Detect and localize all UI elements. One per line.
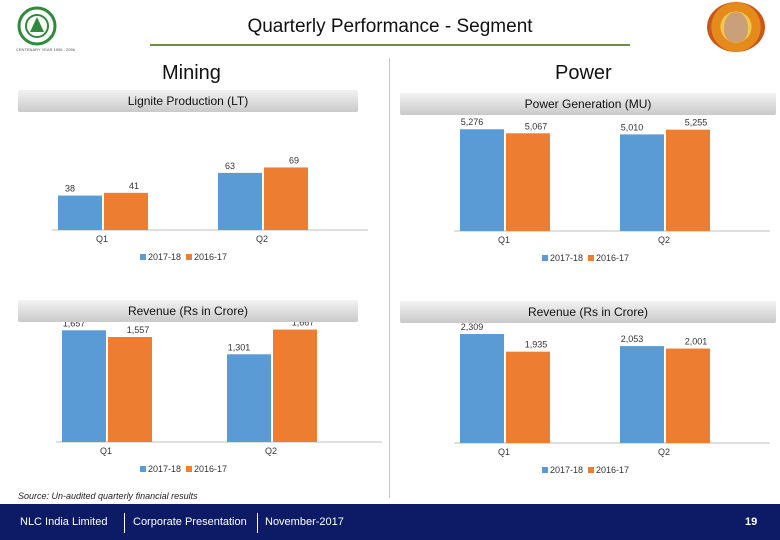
page-number: 19 [745,516,758,528]
legend-swatch [588,255,594,261]
column-divider [389,58,390,498]
x-tick-label: Q1 [96,234,108,244]
bar-2016-17-Q2 [666,129,710,231]
legend-label: 2016-17 [194,464,227,474]
footer-bar: NLC India Limited Corporate Presentation… [0,504,780,540]
data-label: 2,001 [685,337,708,347]
legend-swatch [186,254,192,260]
data-label: 1,657 [63,322,86,328]
source-note: Source: Un-audited quarterly financial r… [18,491,198,501]
legend-label: 2017-18 [148,464,181,474]
data-label: 1,667 [292,322,315,328]
company-logo [17,6,57,46]
legend-swatch [542,255,548,261]
data-label: 1,935 [525,340,548,350]
bar-2017-18-Q2 [620,134,664,231]
data-label: 38 [65,184,75,194]
chart-title-power-revenue: Revenue (Rs in Crore) [400,301,776,323]
legend-label: 2016-17 [194,252,227,262]
legend-label: 2017-18 [550,253,583,263]
bar-2017-18-Q1 [62,330,106,442]
bar-2017-18-Q2 [620,346,664,443]
data-label: 63 [225,161,235,171]
data-label: 41 [129,181,139,191]
lignite-production-chart: 38 41 Q1 63 69 Q2 2017-18 2016-17 [52,155,368,262]
footer-company: NLC India Limited [20,516,108,528]
portrait-icon [724,12,748,42]
data-label: 2,309 [461,323,484,332]
power-revenue-chart: 2,309 1,935 Q1 2,053 2,001 Q2 2017-18 2016-17 [454,323,770,475]
title-underline [150,44,630,46]
bar-2017-18-Q1 [460,129,504,231]
data-label: 5,255 [685,118,708,128]
data-label: 1,557 [127,325,150,335]
data-label: 2,053 [621,334,644,344]
data-label: 1,301 [228,342,251,352]
x-tick-label: Q2 [265,446,277,456]
mining-revenue-chart: 1,657 1,557 Q1 1,301 1,667 Q2 2017-18 2016-17 [56,322,382,474]
logo-caption: CENTENARY YEAR 1956 - 2056 [16,47,75,52]
bar-2016-17-Q2 [264,167,308,230]
legend-swatch [542,467,548,473]
footer-doc: Corporate Presentation [133,516,247,528]
x-tick-label: Q2 [658,235,670,245]
legend-label: 2016-17 [596,253,629,263]
legend-label: 2017-18 [148,252,181,262]
bar-2017-18-Q2 [218,172,262,230]
legend-swatch [140,466,146,472]
x-tick-label: Q2 [658,447,670,457]
legend-swatch [140,254,146,260]
bar-2016-17-Q1 [506,351,550,443]
chart-title-mining-revenue: Revenue (Rs in Crore) [18,300,358,322]
bar-2016-17-Q1 [506,133,550,231]
bar-2016-17-Q2 [666,348,710,443]
chart-title-power-generation: Power Generation (MU) [400,93,776,115]
section-title-power: Power [555,62,612,84]
legend-label: 2017-18 [550,465,583,475]
bar-2016-17-Q1 [108,337,152,442]
bar-2016-17-Q2 [273,329,317,442]
chart-title-lignite-production: Lignite Production (LT) [18,90,358,112]
legend-label: 2016-17 [596,465,629,475]
data-label: 69 [289,155,299,165]
bar-2017-18-Q1 [58,195,102,230]
bar-2016-17-Q1 [104,192,148,230]
slide-title: Quarterly Performance - Segment [247,16,533,37]
bar-2017-18-Q2 [227,354,271,442]
section-title-mining: Mining [162,62,221,84]
legend-swatch [588,467,594,473]
x-tick-label: Q1 [498,447,510,457]
data-label: 5,276 [461,117,484,127]
data-label: 5,067 [525,121,548,131]
footer-date: November-2017 [265,516,344,528]
data-label: 5,010 [621,122,644,132]
legend-swatch [186,466,192,472]
x-tick-label: Q2 [256,234,268,244]
x-tick-label: Q1 [498,235,510,245]
bar-2017-18-Q1 [460,334,504,443]
footer-separator [124,513,125,533]
footer-separator [257,513,258,533]
power-generation-chart: 5,276 5,067 Q1 5,010 5,255 Q2 2017-18 2016-17 [454,117,770,263]
x-tick-label: Q1 [100,446,112,456]
